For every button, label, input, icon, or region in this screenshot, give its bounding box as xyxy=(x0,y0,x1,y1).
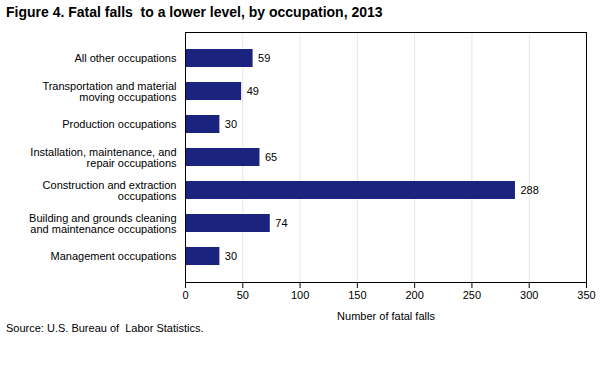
svg-text:0: 0 xyxy=(182,289,188,301)
svg-text:288: 288 xyxy=(520,184,538,196)
html-text:Source: U.S. Bureau of Labor S: Source: U.S. Bureau of Labor Statistics. xyxy=(6,322,204,334)
svg-text:100: 100 xyxy=(291,289,309,301)
svg-text:Production occupations: Production occupations xyxy=(62,118,177,130)
svg-text:Management occupations: Management occupations xyxy=(51,250,177,262)
svg-text:59: 59 xyxy=(258,52,270,64)
svg-text:300: 300 xyxy=(520,289,538,301)
svg-text:Installation, maintenance, and: Installation, maintenance, andrepair occ… xyxy=(30,146,177,169)
svg-text:50: 50 xyxy=(237,289,249,301)
svg-text:74: 74 xyxy=(275,217,287,229)
svg-text:49: 49 xyxy=(247,85,259,97)
svg-text:Building and grounds cleaninga: Building and grounds cleaningand mainten… xyxy=(29,212,177,235)
svg-text:All other occupations: All other occupations xyxy=(74,52,177,64)
svg-text:Construction and extractionocc: Construction and extractionoccupations xyxy=(43,179,177,202)
svg-text:Transportation and materialmov: Transportation and materialmoving occupa… xyxy=(42,80,177,103)
svg-text:30: 30 xyxy=(225,118,237,130)
svg-text:Number of fatal falls: Number of fatal falls xyxy=(337,310,435,322)
svg-text:350: 350 xyxy=(577,289,595,301)
html-text:Figure 4. Fatal falls to a low: Figure 4. Fatal falls to a lower level, … xyxy=(6,4,383,20)
svg-text:30: 30 xyxy=(225,250,237,262)
svg-text:65: 65 xyxy=(265,151,277,163)
svg-text:200: 200 xyxy=(405,289,423,301)
svg-text:150: 150 xyxy=(348,289,366,301)
svg-text:250: 250 xyxy=(463,289,481,301)
